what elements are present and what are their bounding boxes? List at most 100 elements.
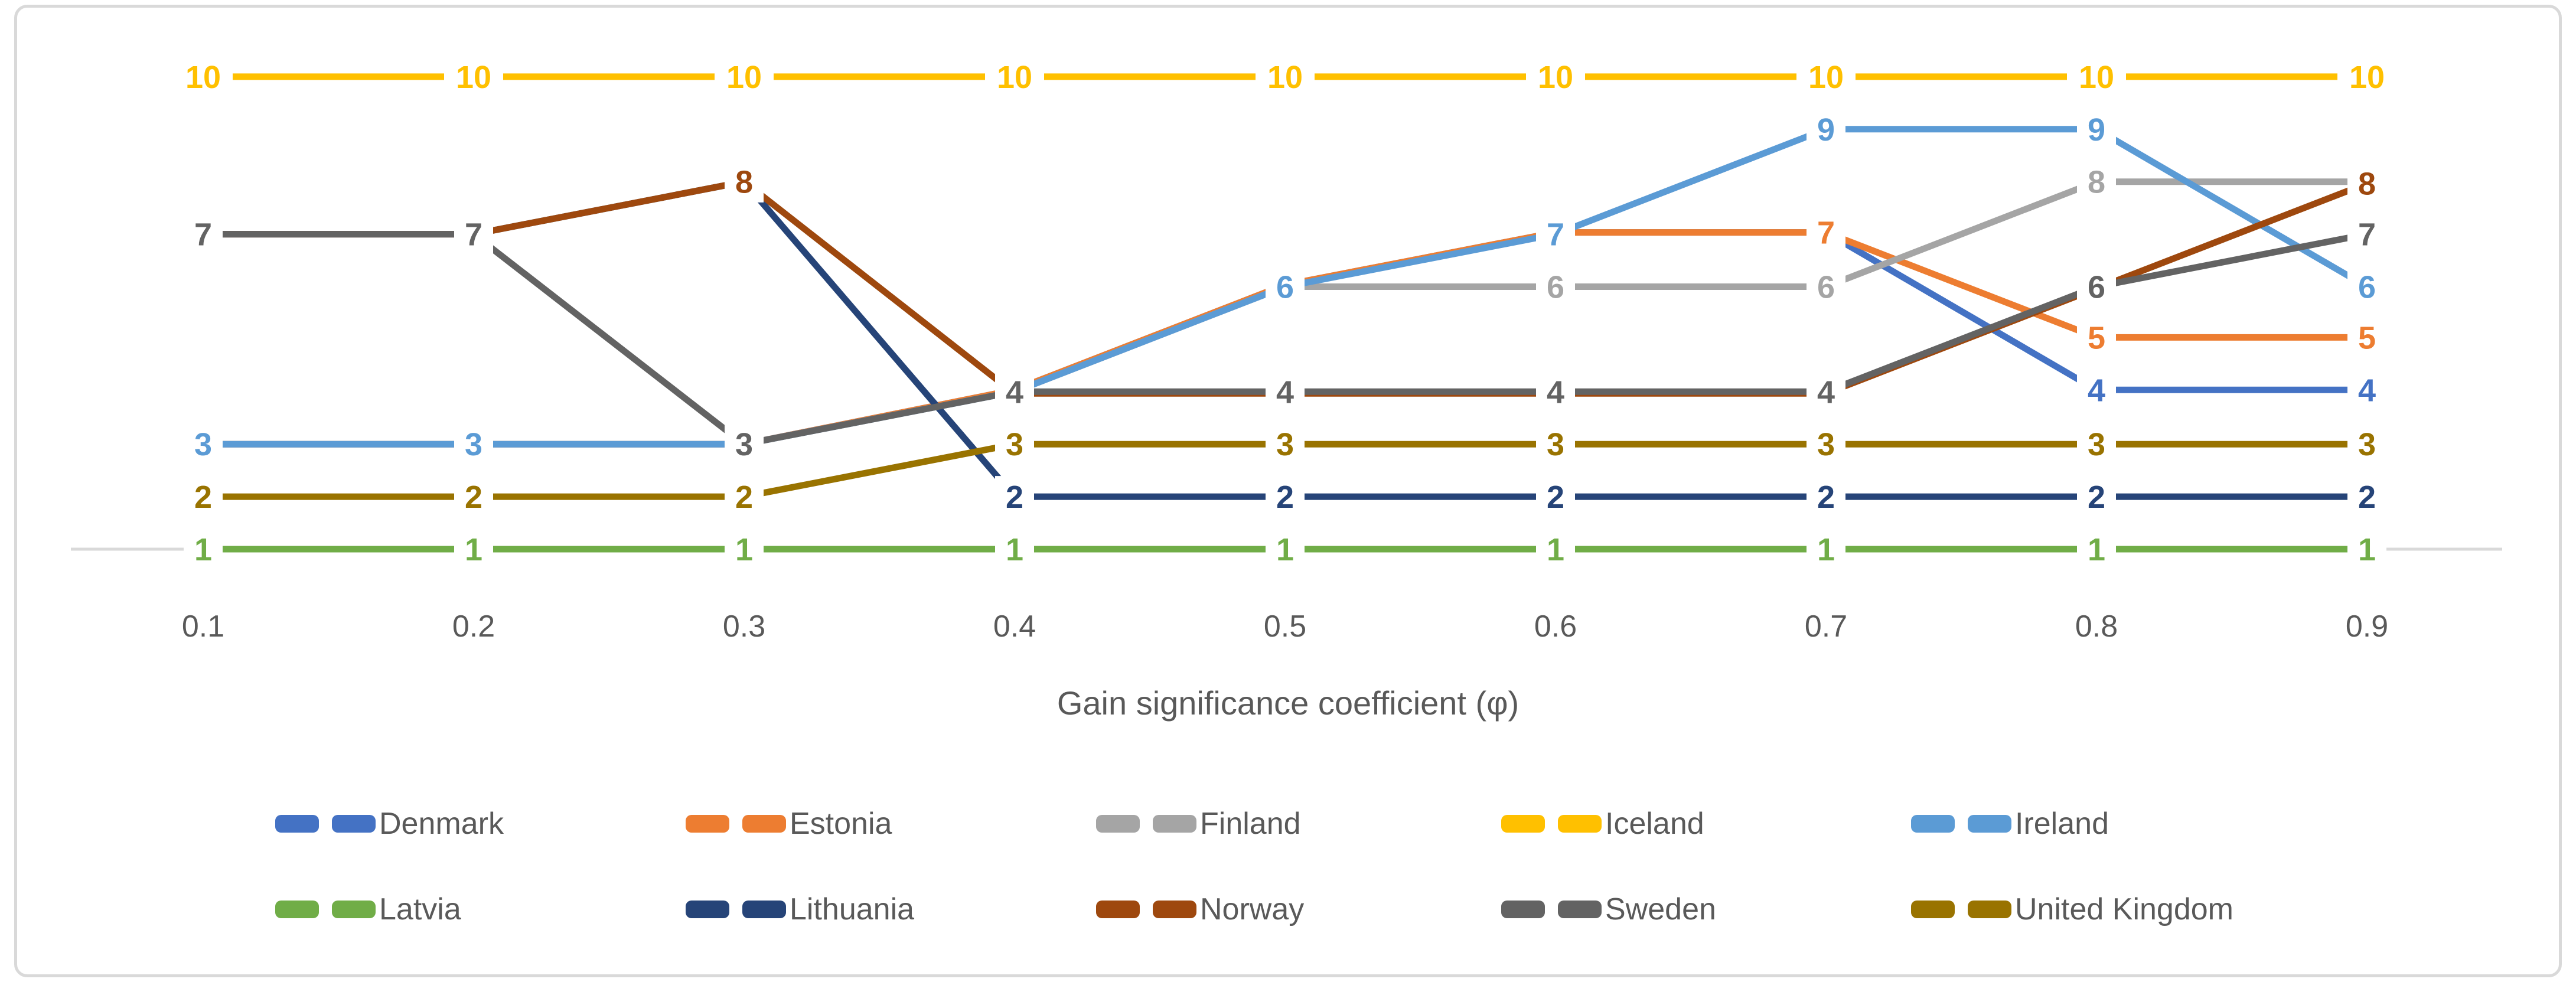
value-label-united-kingdom: 3 (1536, 423, 1575, 465)
value-label-box (2077, 266, 2116, 308)
value-label-text: 7 (2358, 217, 2376, 253)
value-label-box (2347, 476, 2386, 518)
value-label-text: 3 (2358, 427, 2376, 462)
value-label-text: 10 (456, 60, 491, 95)
value-label-text: 2 (465, 479, 482, 515)
value-label-ireland: 7 (1536, 213, 1575, 255)
value-label-sweden: 4 (1536, 371, 1575, 413)
x-tick-label-0.5: 0.5 (1264, 609, 1306, 644)
value-label-latvia: 1 (184, 528, 223, 570)
value-label-latvia: 1 (1807, 528, 1845, 570)
value-label-text: 6 (1817, 270, 1835, 305)
value-label-text: 8 (2358, 167, 2376, 202)
value-label-sweden: 4 (1807, 371, 1845, 413)
value-label-sweden: 4 (995, 371, 1034, 413)
value-label-text: 9 (2088, 112, 2105, 148)
value-label-box (444, 56, 503, 97)
value-label-text: 3 (735, 427, 753, 462)
value-label-text: 7 (1817, 216, 1835, 251)
value-label-lithuania: 2 (2077, 476, 2116, 518)
value-label-box (2347, 317, 2386, 358)
value-label-text: 4 (1276, 374, 1294, 410)
value-label-box (2347, 423, 2386, 465)
x-tick-label-0.2: 0.2 (452, 609, 495, 644)
value-label-estonia: 5 (2347, 317, 2386, 358)
value-label-text: 3 (1276, 427, 1294, 462)
value-label-sweden: 4 (1266, 371, 1305, 413)
value-label-box (1536, 371, 1575, 413)
value-label-lithuania: 2 (995, 476, 1034, 518)
value-label-box (715, 56, 774, 97)
value-label-text: 4 (1006, 374, 1023, 410)
value-label-ireland: 3 (454, 423, 493, 465)
value-label-iceland: 10 (2337, 56, 2396, 97)
value-label-box (454, 476, 493, 518)
value-label-text: 1 (2088, 532, 2105, 567)
value-label-denmark: 4 (2077, 369, 2116, 411)
value-label-iceland: 10 (985, 56, 1044, 97)
value-label-box (1536, 423, 1575, 465)
value-label-latvia: 1 (454, 528, 493, 570)
value-label-box (1266, 266, 1305, 308)
value-label-box (1807, 371, 1845, 413)
value-label-finland: 8 (2077, 161, 2116, 203)
value-label-text: 2 (1276, 479, 1294, 515)
value-label-latvia: 1 (1536, 528, 1575, 570)
value-label-box (1536, 476, 1575, 518)
value-label-box (1536, 528, 1575, 570)
value-label-box (184, 476, 223, 518)
value-label-text: 3 (1817, 427, 1835, 462)
value-label-box (995, 423, 1034, 465)
value-label-united-kingdom: 3 (2077, 423, 2116, 465)
value-label-box (2077, 476, 2116, 518)
value-label-united-kingdom: 3 (995, 423, 1034, 465)
x-tick-label-0.8: 0.8 (2075, 609, 2118, 644)
value-label-latvia: 1 (725, 528, 764, 570)
value-label-text: 8 (735, 165, 753, 200)
value-label-sweden: 7 (184, 213, 223, 255)
value-label-box (995, 476, 1034, 518)
value-label-box (1266, 476, 1305, 518)
value-label-text: 2 (1817, 479, 1835, 515)
value-label-text: 3 (1006, 427, 1023, 462)
value-label-sweden: 6 (2077, 266, 2116, 308)
value-label-text: 6 (1547, 270, 1564, 305)
value-label-text: 10 (1808, 60, 1844, 95)
value-label-text: 10 (1538, 60, 1573, 95)
value-label-united-kingdom: 3 (2347, 423, 2386, 465)
value-label-latvia: 1 (1266, 528, 1305, 570)
value-label-text: 9 (1817, 112, 1835, 148)
value-label-latvia: 1 (995, 528, 1034, 570)
value-label-text: 1 (1547, 532, 1564, 567)
value-label-box (454, 213, 493, 255)
value-label-box (184, 528, 223, 570)
value-label-text: 4 (2358, 373, 2376, 408)
value-label-text: 5 (2358, 320, 2376, 355)
value-label-box (1807, 211, 1845, 253)
value-label-box (725, 476, 764, 518)
value-label-box (2347, 369, 2386, 411)
value-label-box (184, 423, 223, 465)
value-label-text: 4 (2088, 373, 2105, 408)
value-label-box (184, 213, 223, 255)
value-label-box (725, 161, 764, 203)
value-label-iceland: 10 (1796, 56, 1856, 97)
value-label-text: 10 (2349, 60, 2385, 95)
value-label-sweden: 7 (454, 213, 493, 255)
value-label-text: 6 (2358, 270, 2376, 305)
value-label-box (2077, 317, 2116, 358)
value-label-denmark: 4 (2347, 369, 2386, 411)
value-label-text: 5 (2088, 320, 2105, 355)
value-label-box (2347, 213, 2386, 255)
value-label-text: 6 (2088, 270, 2105, 305)
value-label-box (1536, 213, 1575, 255)
value-label-text: 1 (1006, 532, 1023, 567)
value-label-lithuania: 2 (1807, 476, 1845, 518)
value-label-text: 1 (465, 532, 482, 567)
value-label-estonia: 5 (2077, 317, 2116, 358)
value-label-box (1807, 108, 1845, 150)
value-label-box (1796, 56, 1856, 97)
value-label-text: 10 (1267, 60, 1303, 95)
value-label-text: 7 (1547, 217, 1564, 253)
value-label-norway: 8 (725, 161, 764, 203)
